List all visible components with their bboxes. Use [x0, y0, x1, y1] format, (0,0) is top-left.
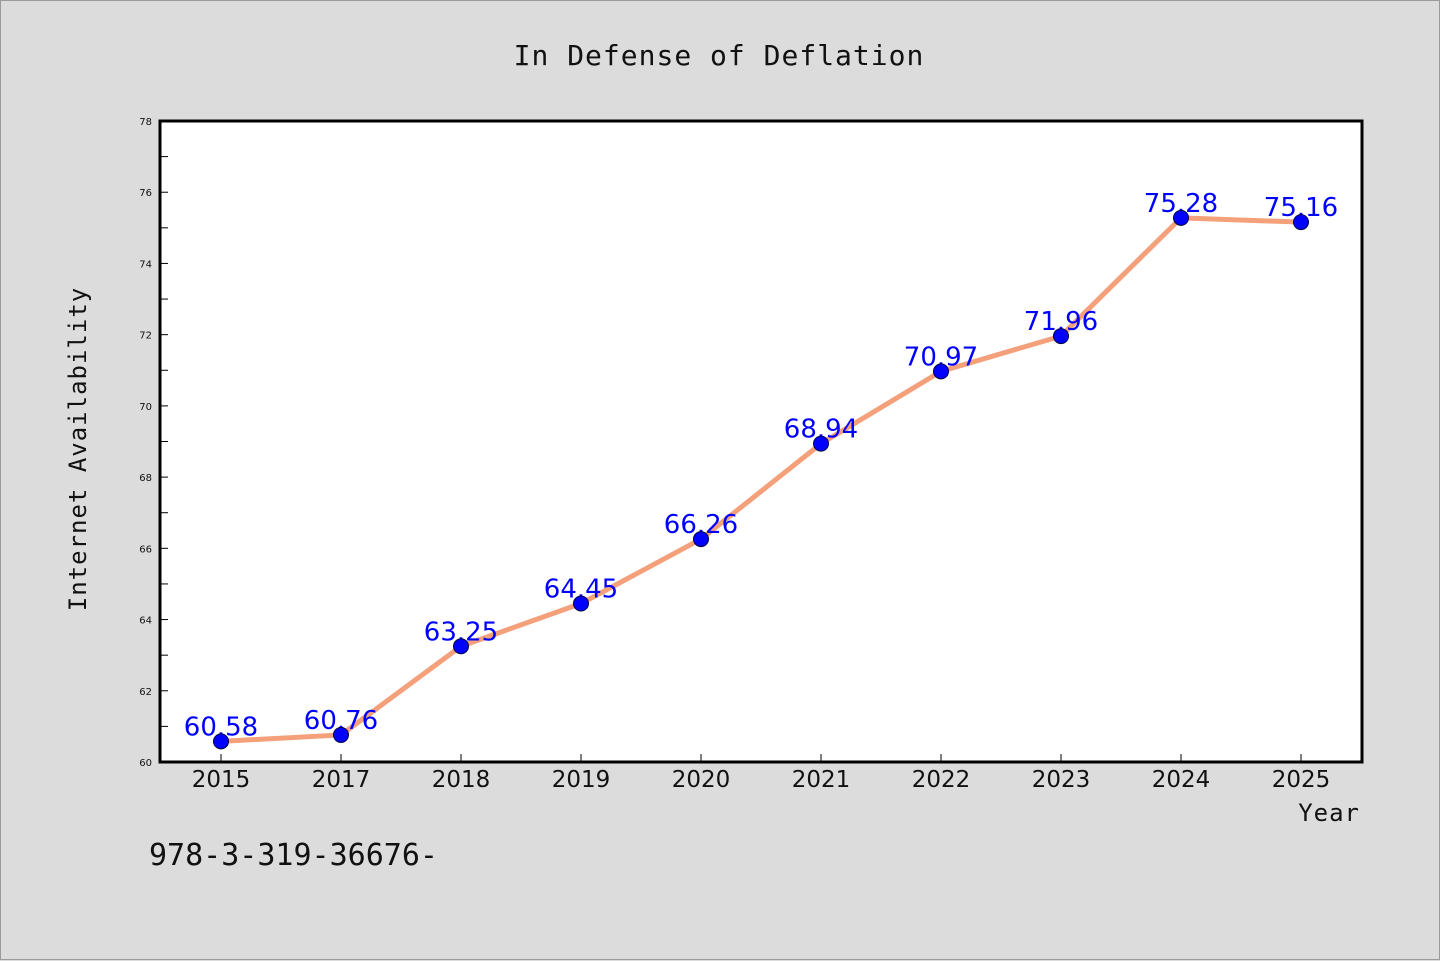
x-tick-label: 2023	[1032, 767, 1091, 793]
data-point	[933, 363, 949, 380]
data-point	[813, 435, 829, 452]
x-axis-ticks: 2015 2017 2018 2019 2020 2021 2022 2023 2024 2025	[192, 754, 1331, 793]
x-tick-label: 2022	[912, 767, 971, 793]
x-tick-label: 2021	[792, 767, 851, 793]
y-tick-label: 70	[139, 402, 152, 413]
x-tick-label: 2024	[1152, 767, 1211, 793]
x-tick-label: 2017	[312, 767, 371, 793]
y-tick-label: 64	[139, 616, 152, 627]
data-point	[573, 595, 589, 612]
x-tick-label: 2018	[432, 767, 491, 793]
data-point	[1293, 214, 1309, 231]
data-point	[1053, 328, 1069, 345]
y-tick-label: 62	[139, 687, 152, 698]
x-tick-label: 2020	[672, 767, 731, 793]
series-line	[218, 215, 1304, 744]
y-tick-label: 68	[139, 473, 152, 484]
data-point	[1173, 209, 1189, 226]
y-tick-label: 66	[139, 544, 152, 555]
x-tick-label: 2025	[1272, 767, 1331, 793]
series-polyline	[218, 215, 1304, 744]
y-tick-label: 78	[139, 117, 152, 128]
chart-title: In Defense of Deflation	[514, 39, 925, 72]
y-tick-label: 74	[139, 259, 152, 270]
data-point	[693, 531, 709, 548]
x-axis-label: Year	[1298, 799, 1360, 827]
data-point	[453, 638, 469, 655]
y-tick-label: 72	[139, 331, 152, 342]
data-point	[213, 733, 229, 750]
x-tick-label: 2015	[192, 767, 251, 793]
y-axis-label: Internet Availability	[64, 287, 92, 611]
y-tick-label: 76	[139, 188, 152, 199]
plot-area	[158, 119, 1364, 764]
y-tick-label: 60	[139, 758, 152, 769]
data-point	[333, 726, 349, 743]
y-axis-ticks: 60 62 64 66 68 70 72 74 76 78	[139, 117, 168, 769]
x-tick-label: 2019	[552, 767, 611, 793]
isbn-annotation: 978-3-319-36676-	[149, 838, 438, 873]
data-markers	[213, 209, 1309, 750]
